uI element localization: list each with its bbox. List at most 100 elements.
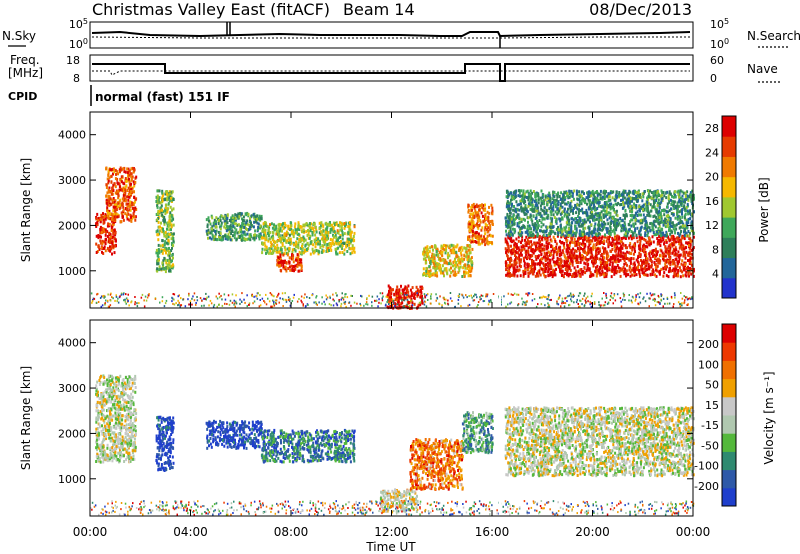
power-cell [265, 235, 267, 238]
power-cell [560, 253, 562, 256]
power-cell [513, 243, 515, 246]
power-cell [527, 272, 529, 275]
power-cell [520, 274, 522, 277]
power-cell [650, 273, 652, 276]
power-cell [613, 273, 615, 276]
power-cell [282, 254, 284, 257]
power-cell [442, 264, 444, 267]
power-cell [626, 251, 628, 254]
power-cell [643, 267, 645, 270]
power-cell [272, 237, 274, 240]
power-cell [238, 215, 240, 218]
power-cell [653, 270, 655, 273]
power-cell [522, 270, 524, 273]
power-cell [348, 244, 350, 247]
power-cell [546, 241, 548, 244]
power-cell [105, 238, 107, 241]
power-cell [513, 249, 515, 252]
power-cell [506, 254, 508, 257]
power-cell [272, 231, 274, 234]
power-cell [234, 233, 236, 236]
power-cell [460, 251, 462, 254]
power-cell [295, 264, 297, 267]
power-cell [539, 250, 541, 253]
power-cell [634, 248, 636, 251]
power-cell [445, 249, 447, 252]
power-cell [441, 254, 443, 257]
power-cell [532, 262, 534, 265]
power-cell [583, 262, 585, 265]
power-cell [680, 269, 682, 272]
power-cell [554, 250, 556, 253]
power-cell [657, 261, 659, 264]
power-cell [442, 272, 444, 275]
power-cell [111, 181, 113, 184]
power-cell [454, 271, 456, 274]
power-cell [294, 222, 296, 225]
power-cell [173, 198, 175, 201]
power-cell [232, 234, 234, 237]
power-cell [632, 246, 634, 249]
power-cell [209, 236, 211, 239]
power-cell [602, 261, 604, 264]
power-cell [105, 195, 107, 198]
power-cell [573, 218, 575, 221]
power-cell [490, 234, 492, 237]
power-cell [516, 257, 518, 260]
power-cell [162, 244, 164, 247]
power-cell [545, 259, 547, 262]
beam-label: Beam 14 [343, 0, 415, 19]
power-cell [452, 264, 454, 267]
power-cell [159, 229, 161, 232]
power-cell [441, 245, 443, 248]
power-cell [643, 271, 645, 274]
power-cell [111, 241, 113, 244]
power-cell [623, 263, 625, 266]
power-cell [105, 242, 107, 245]
power-cell [219, 216, 221, 219]
power-cell [640, 239, 642, 242]
power-cell [428, 273, 430, 276]
power-cell [560, 234, 562, 237]
power-cell [168, 228, 170, 231]
power-cell [546, 247, 548, 250]
power-cell [170, 228, 172, 231]
power-cell [426, 248, 428, 251]
power-cell [128, 193, 130, 196]
power-cell [427, 253, 429, 256]
power-cell [464, 275, 466, 278]
power-cell [163, 220, 165, 223]
power-cell [674, 231, 676, 234]
power-cell [624, 268, 626, 271]
power-cell [563, 247, 565, 250]
power-cell [242, 236, 244, 239]
power-cell [471, 264, 473, 267]
power-cell [639, 254, 641, 257]
power-cell [125, 186, 127, 189]
power-cell [523, 273, 525, 276]
power-cell [668, 253, 670, 256]
power-cell [590, 257, 592, 260]
power-cell [453, 251, 455, 254]
power-cell [304, 245, 306, 248]
power-cell [166, 235, 168, 238]
power-cell [254, 237, 256, 240]
power-cell [450, 249, 452, 252]
power-cell [335, 234, 337, 237]
power-cell [278, 251, 280, 254]
power-cell [432, 249, 434, 252]
power-cell [638, 244, 640, 247]
power-cell [319, 246, 321, 249]
power-cell [565, 268, 567, 271]
power-cell [320, 221, 322, 224]
power-cell [525, 271, 527, 274]
power-cell [596, 269, 598, 272]
power-cell [678, 205, 680, 208]
power-cell [158, 248, 160, 251]
power-cell [135, 176, 137, 179]
power-cell [161, 262, 163, 265]
power-cell [469, 267, 471, 270]
power-cell [172, 190, 174, 193]
power-cell [349, 221, 351, 224]
power-cell [345, 245, 347, 248]
